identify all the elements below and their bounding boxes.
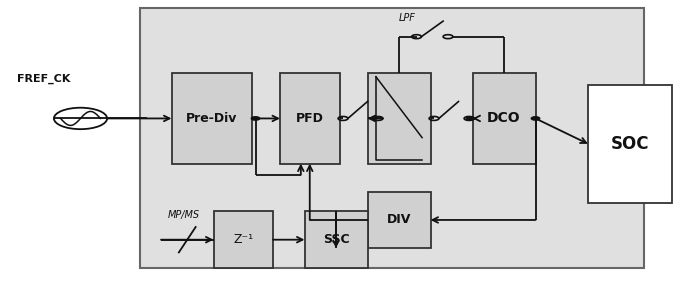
Circle shape bbox=[466, 117, 475, 120]
Bar bbox=[368, 192, 430, 248]
Text: DCO: DCO bbox=[487, 111, 521, 125]
Bar bbox=[140, 8, 644, 268]
Text: MP/MS: MP/MS bbox=[168, 210, 200, 220]
Bar bbox=[588, 85, 672, 203]
Circle shape bbox=[251, 117, 260, 120]
Circle shape bbox=[531, 117, 540, 120]
Text: SSC: SSC bbox=[323, 233, 349, 246]
Text: DIV: DIV bbox=[387, 213, 411, 226]
Text: Pre-Div: Pre-Div bbox=[186, 112, 237, 125]
Bar bbox=[473, 73, 536, 164]
Text: FREF_CK: FREF_CK bbox=[18, 74, 71, 84]
Text: SOC: SOC bbox=[610, 135, 649, 153]
Text: Z⁻¹: Z⁻¹ bbox=[233, 233, 253, 246]
Bar bbox=[368, 73, 430, 164]
Text: LPF: LPF bbox=[399, 13, 416, 23]
Bar bbox=[280, 73, 340, 164]
Bar bbox=[172, 73, 252, 164]
Bar bbox=[304, 212, 368, 268]
Text: PFD: PFD bbox=[296, 112, 323, 125]
Bar bbox=[214, 212, 273, 268]
